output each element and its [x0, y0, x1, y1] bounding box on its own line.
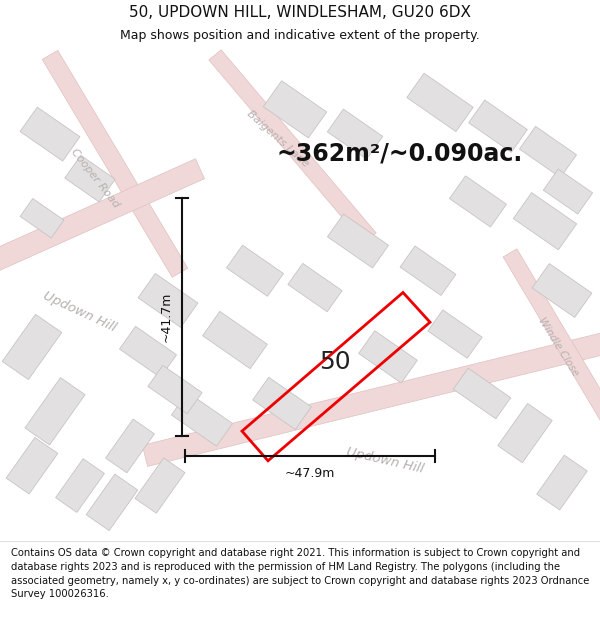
Polygon shape: [172, 392, 233, 446]
Polygon shape: [25, 378, 85, 445]
Polygon shape: [226, 245, 284, 296]
Polygon shape: [2, 314, 62, 379]
Polygon shape: [544, 169, 593, 214]
Polygon shape: [449, 176, 506, 227]
Polygon shape: [20, 199, 64, 238]
Polygon shape: [148, 366, 202, 414]
Text: ~362m²/~0.090ac.: ~362m²/~0.090ac.: [277, 142, 523, 166]
Polygon shape: [106, 419, 154, 472]
Polygon shape: [65, 156, 115, 202]
Polygon shape: [520, 126, 577, 178]
Polygon shape: [86, 474, 138, 531]
Polygon shape: [288, 263, 342, 312]
Polygon shape: [42, 51, 188, 278]
Polygon shape: [138, 274, 198, 328]
Polygon shape: [328, 214, 389, 268]
Polygon shape: [400, 246, 456, 296]
Text: Baigents Lane: Baigents Lane: [245, 109, 311, 169]
Text: 50: 50: [319, 350, 351, 374]
Text: Updown Hill: Updown Hill: [41, 290, 119, 335]
Polygon shape: [498, 404, 552, 462]
Text: 50, UPDOWN HILL, WINDLESHAM, GU20 6DX: 50, UPDOWN HILL, WINDLESHAM, GU20 6DX: [129, 5, 471, 20]
Polygon shape: [142, 331, 600, 466]
Polygon shape: [503, 249, 600, 425]
Text: Cooper Road: Cooper Road: [69, 148, 121, 210]
Polygon shape: [119, 326, 176, 378]
Polygon shape: [253, 378, 311, 429]
Text: Map shows position and indicative extent of the property.: Map shows position and indicative extent…: [120, 29, 480, 42]
Polygon shape: [469, 100, 527, 152]
Polygon shape: [209, 50, 376, 243]
Polygon shape: [328, 109, 383, 159]
Text: ~41.7m: ~41.7m: [160, 292, 173, 342]
Polygon shape: [0, 159, 205, 272]
Text: Updown Hill: Updown Hill: [345, 446, 425, 476]
Polygon shape: [263, 81, 327, 138]
Text: Contains OS data © Crown copyright and database right 2021. This information is : Contains OS data © Crown copyright and d…: [11, 549, 589, 599]
Polygon shape: [20, 107, 80, 161]
Polygon shape: [513, 192, 577, 250]
Text: Windle Close: Windle Close: [536, 316, 580, 378]
Polygon shape: [453, 368, 511, 419]
Polygon shape: [56, 459, 104, 512]
Polygon shape: [135, 458, 185, 513]
Text: ~47.9m: ~47.9m: [285, 467, 335, 480]
Polygon shape: [203, 311, 268, 369]
Polygon shape: [6, 438, 58, 494]
Polygon shape: [532, 264, 592, 318]
Polygon shape: [359, 331, 418, 383]
Polygon shape: [428, 310, 482, 358]
Polygon shape: [407, 73, 473, 132]
Polygon shape: [537, 455, 587, 510]
